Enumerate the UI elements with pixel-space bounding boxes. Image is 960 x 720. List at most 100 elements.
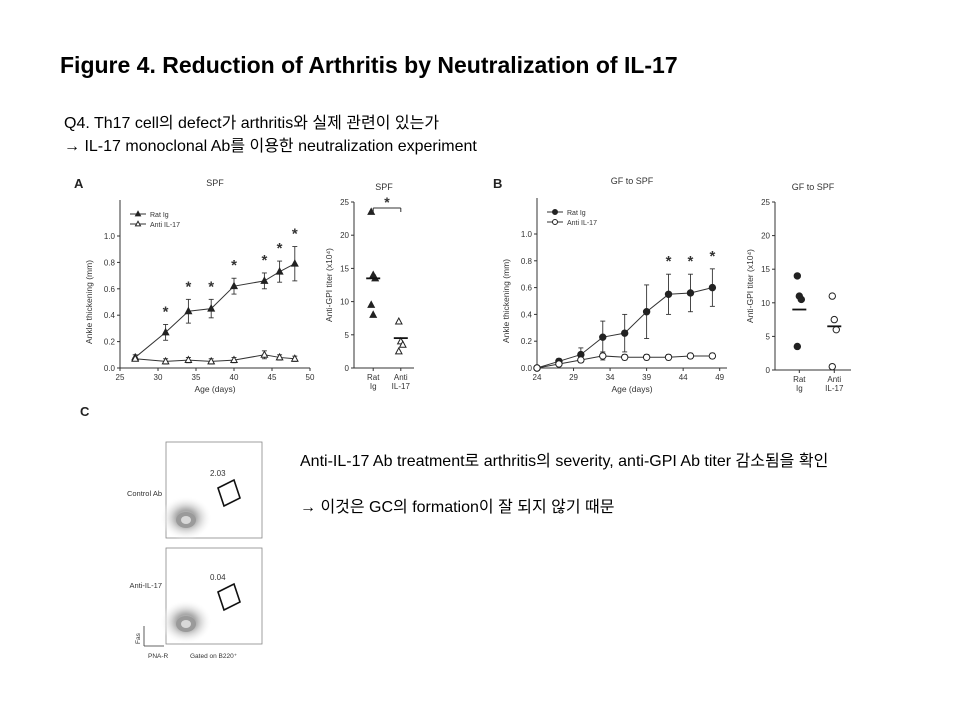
y-tick-label: 25 xyxy=(340,198,349,207)
significance-star: * xyxy=(292,226,298,243)
x-tick-label: 39 xyxy=(642,373,651,382)
summary-line: Anti-IL-17 Ab treatment로 arthritis의 seve… xyxy=(300,453,829,470)
data-point xyxy=(664,290,673,299)
data-point xyxy=(642,353,651,361)
data-point xyxy=(161,327,170,336)
flow-y-axis-label: Fas xyxy=(135,632,142,644)
data-point xyxy=(207,356,216,365)
category-label: Anti xyxy=(394,373,408,382)
data-point xyxy=(184,355,193,364)
y-tick-label: 0.6 xyxy=(104,285,116,294)
significance-star: * xyxy=(208,278,214,295)
gate-outline xyxy=(217,478,241,508)
data-point xyxy=(184,306,193,315)
significance-star: * xyxy=(163,303,169,320)
chart-title: GF to SPF xyxy=(792,182,835,192)
data-point xyxy=(828,362,836,371)
y-tick-label: 0.2 xyxy=(104,338,116,347)
ankle-thickening-chart-gf-to-spf: GF to SPF 0.0 0.2 0.4 0.6 0.8 1.0 24 29 34 39 44 49 A… xyxy=(501,176,727,394)
y-tick-label: 15 xyxy=(340,264,349,273)
data-point xyxy=(369,310,378,318)
y-tick-label: 0.4 xyxy=(104,311,116,320)
summary-block: Anti-IL-17 Ab treatment로 arthritis의 seve… xyxy=(300,450,860,519)
data-point xyxy=(394,316,403,325)
data-point xyxy=(555,360,563,368)
data-point xyxy=(686,289,695,297)
legend-marker xyxy=(134,220,142,227)
y-tick-label: 5 xyxy=(345,331,350,340)
y-tick-label: 15 xyxy=(761,265,770,274)
y-tick-label: 0 xyxy=(766,366,771,375)
flow-axes: Fas PNA-R Gated on B220⁺ xyxy=(135,626,238,660)
data-point xyxy=(367,300,376,308)
data-point xyxy=(275,352,284,361)
x-tick-label: 30 xyxy=(154,373,163,382)
x-tick-label: 44 xyxy=(679,373,688,382)
data-point xyxy=(207,304,216,312)
data-point xyxy=(686,352,695,360)
y-tick-label: 0.0 xyxy=(104,364,116,373)
data-point xyxy=(664,353,673,361)
legend-label: Rat Ig xyxy=(150,212,169,219)
category-label: IL-17 xyxy=(825,384,844,393)
legend-marker xyxy=(134,210,142,217)
panel-letter-b: B xyxy=(493,176,502,191)
significance-star: * xyxy=(688,253,694,270)
data-point xyxy=(533,364,541,372)
data-point xyxy=(599,333,607,341)
significance-star: * xyxy=(185,278,191,295)
data-point xyxy=(828,292,836,300)
data-point xyxy=(832,325,840,334)
significance-star: * xyxy=(384,194,390,210)
data-point xyxy=(830,315,838,324)
significance-star: * xyxy=(709,248,715,265)
gate-percent-anti: 0.04 xyxy=(210,573,226,582)
x-axis-label: Age (days) xyxy=(194,384,235,394)
x-tick-label: 45 xyxy=(268,373,277,382)
y-tick-label: 20 xyxy=(761,232,770,241)
x-tick-label: 50 xyxy=(306,373,315,382)
y-tick-label: 1.0 xyxy=(104,232,116,241)
data-point xyxy=(229,355,239,364)
x-axis-label: Age (days) xyxy=(611,384,652,394)
flow-plot-anti-il17: 0.04 Anti-IL-17 xyxy=(129,547,263,645)
figure-title: Figure 4. Reduction of Arthritis by Neut… xyxy=(60,52,678,78)
data-point xyxy=(599,352,607,360)
row-label-control-ab: Control Ab xyxy=(127,489,162,498)
ankle-thickening-chart-spf: SPF 0.0 0.2 0.4 0.6 0.8 1.0 25 30 35 40 45 50 Age (da… xyxy=(84,178,315,394)
category-label: Rat xyxy=(367,373,380,382)
legend-label: Anti IL-17 xyxy=(150,222,180,229)
y-axis-label: Ankle thickening (mm) xyxy=(84,260,94,344)
y-tick-label: 0.8 xyxy=(521,257,533,266)
data-point xyxy=(708,283,717,292)
category-label: Ig xyxy=(796,384,803,393)
conclusion-line: → 이것은 GC의 formation이 잘 되지 않기 때문 xyxy=(300,499,615,516)
data-point xyxy=(260,350,269,358)
category-label: Ig xyxy=(370,382,377,391)
legend-marker xyxy=(552,219,558,225)
data-point xyxy=(229,281,239,290)
data-point xyxy=(275,267,284,275)
series-line xyxy=(134,263,296,358)
y-tick-label: 0.6 xyxy=(521,284,533,293)
y-axis-label: Anti-GPI titer (x10⁴) xyxy=(745,249,755,323)
flow-plot-control-ab: 2.03 Control Ab xyxy=(127,441,263,540)
y-tick-label: 5 xyxy=(766,332,771,341)
y-tick-label: 25 xyxy=(761,198,770,207)
data-point xyxy=(577,356,585,364)
x-tick-label: 25 xyxy=(116,373,125,382)
data-point xyxy=(793,342,802,351)
chart-title: GF to SPF xyxy=(611,176,654,186)
y-tick-label: 0.8 xyxy=(104,258,116,267)
x-tick-label: 35 xyxy=(192,373,201,382)
data-point xyxy=(642,308,651,316)
panel-b: B GF to SPF 0.0 0.2 0.4 0.6 0.8 1.0 24 29 34 39 44 4… xyxy=(493,176,851,394)
row-label-anti-il17: Anti-IL-17 xyxy=(129,581,162,590)
data-point xyxy=(708,352,717,360)
data-point xyxy=(260,276,269,284)
data-point xyxy=(394,346,403,355)
panel-c: C 2.03 Control Ab 0.04 Anti-IL-17 Fas PN… xyxy=(80,404,263,660)
chart-title: SPF xyxy=(375,182,393,192)
